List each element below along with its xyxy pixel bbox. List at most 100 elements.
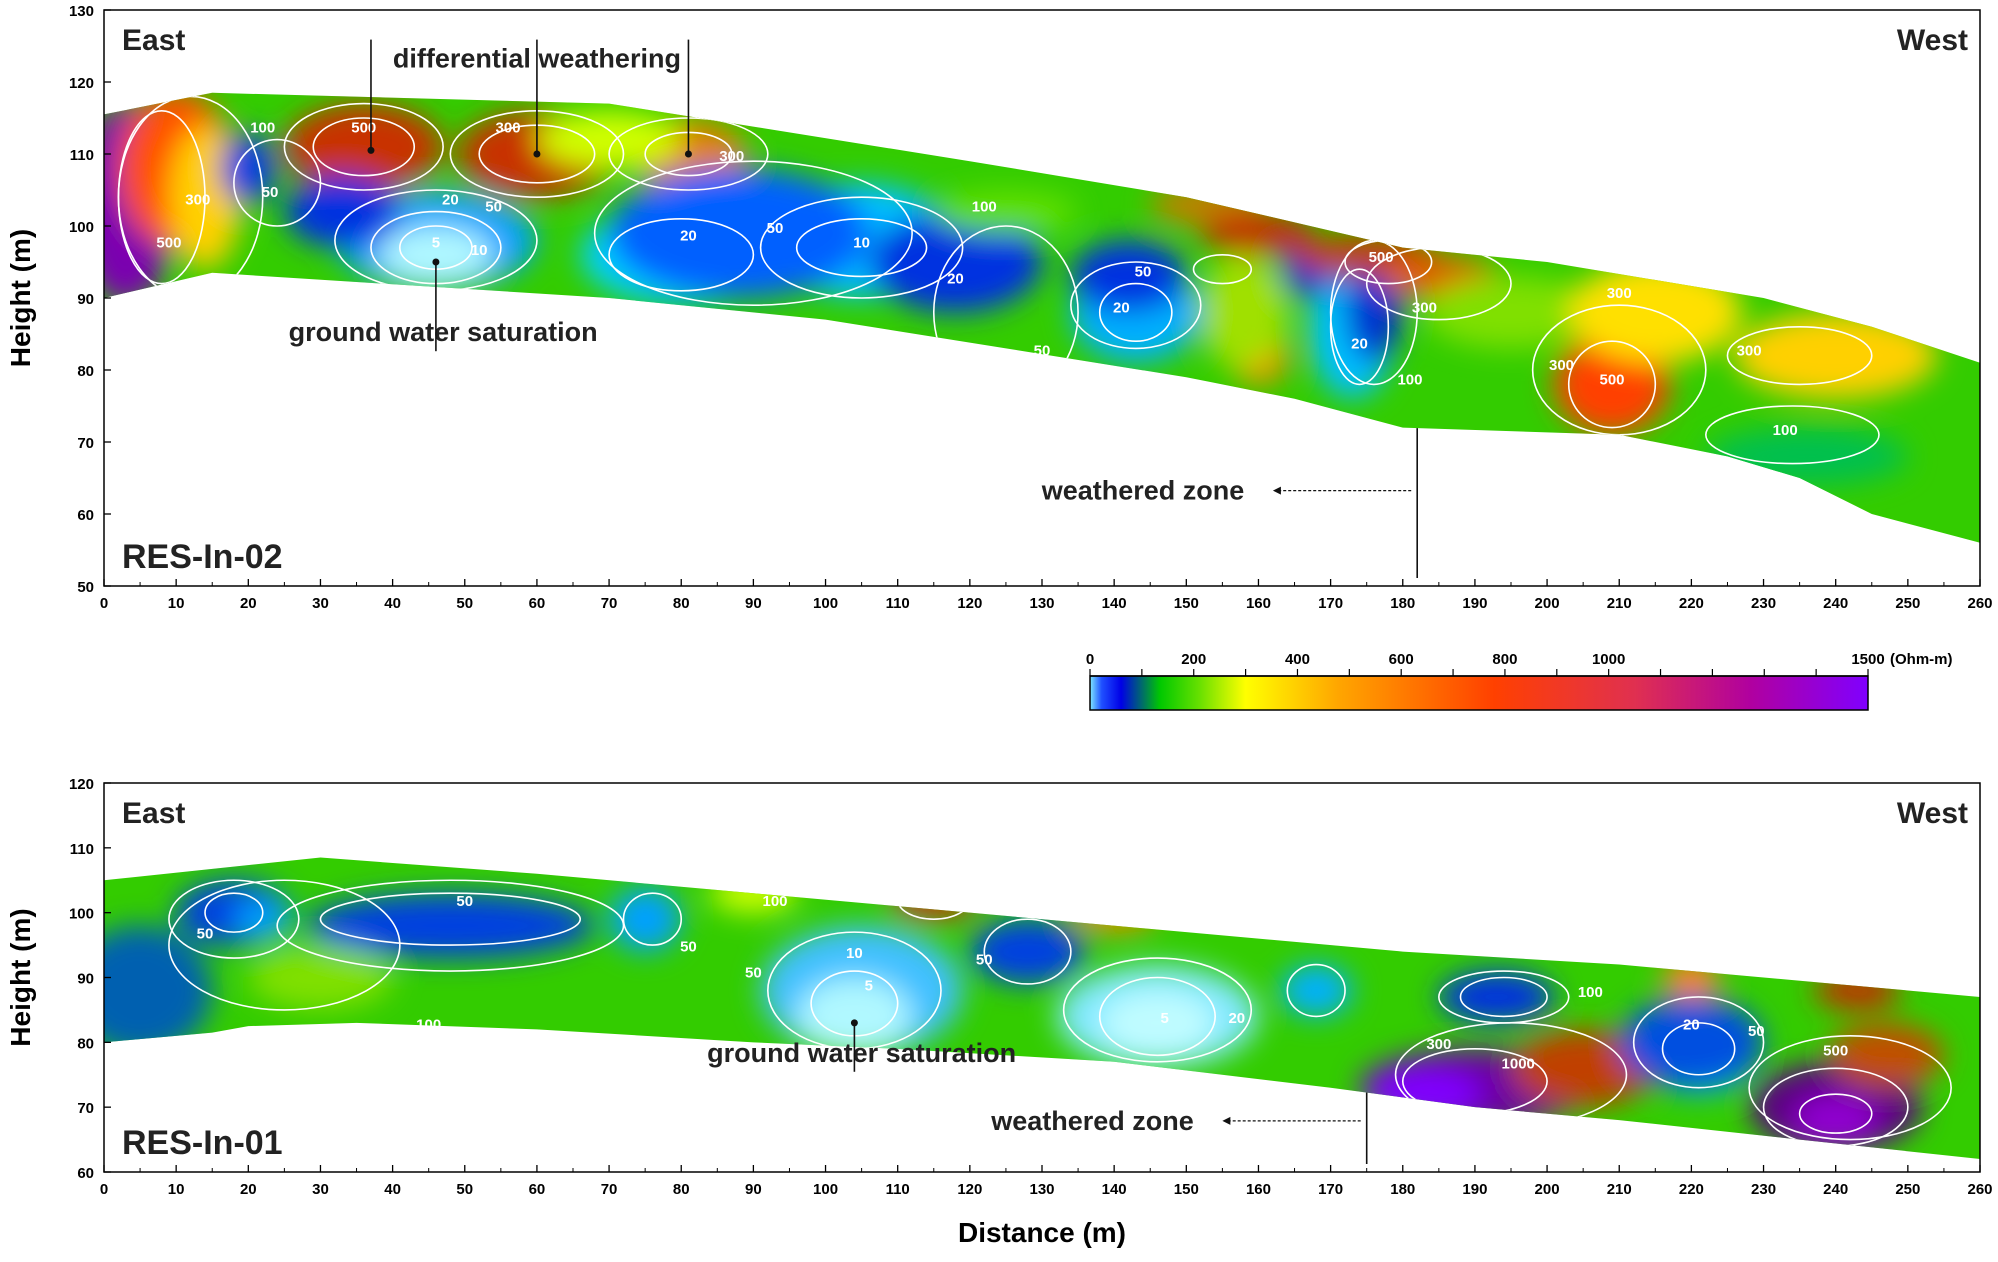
x-tick-label: 120 [957,595,982,612]
y-tick-label: 100 [69,906,94,923]
contour-line [1798,1093,1873,1134]
contour-line [1632,996,1765,1089]
contour-value-label: 10 [846,945,863,962]
colorbar-tick-label: 600 [1389,651,1414,668]
x-tick-label: 220 [1679,595,1704,612]
resistivity-zone [536,110,682,169]
x-tick-label: 130 [1029,1181,1054,1198]
y-tick-label: 70 [77,1100,94,1117]
contour-value-label: 100 [1397,371,1422,388]
resistivity-zone [284,175,400,248]
contour-line [593,160,913,306]
resistivity-zone [248,945,393,1010]
x-tick-label: 130 [1029,595,1054,612]
resistivity-zone [284,103,444,190]
y-tick-label: 130 [69,3,94,20]
contour-line [759,196,964,299]
x-tick-label: 250 [1895,1181,1920,1198]
contour-line [1661,1022,1736,1076]
x-tick-label: 20 [240,595,257,612]
annotation-label: ground water saturation [707,1038,1016,1068]
contour-value-label: 100 [416,1016,441,1033]
x-tick-label: 150 [1174,1181,1199,1198]
arrow-head-icon [1222,1116,1231,1125]
contour-value-label: 20 [1113,299,1130,316]
contour-value-label: 20 [1683,1016,1700,1033]
x-tick-label: 40 [384,1181,401,1198]
x-tick-label: 80 [673,1181,690,1198]
contour-value-label: 50 [456,893,473,910]
contour-value-label: 300 [1426,1036,1451,1053]
contour-value-label: 50 [745,965,762,982]
x-tick-label: 190 [1462,595,1487,612]
annotation-point [432,258,440,266]
resistivity-zone [1438,971,1555,1023]
contour-value-label: 5 [1160,1010,1168,1027]
colorbar-tick-label: 200 [1181,651,1206,668]
resistivity-section-top [104,92,1980,543]
annotation-point [533,150,541,158]
contour-value-label: 300 [1412,299,1437,316]
x-tick-label: 30 [312,595,329,612]
x-tick-label: 50 [456,595,473,612]
colorbar-tick-label: 0 [1086,651,1094,668]
colorbar-tick-label: 800 [1492,651,1517,668]
east-label: East [122,24,185,57]
y-tick-label: 110 [70,841,94,858]
contour-value-label: 300 [1549,357,1574,374]
colorbar-tick-label: 1000 [1592,651,1625,668]
contour-value-label: 100 [250,119,275,136]
contour-value-label: 100 [1773,422,1798,439]
x-tick-label: 50 [456,1181,473,1198]
x-tick-label: 110 [886,1181,910,1198]
contour-line [319,892,582,946]
contour-value-label: 5 [432,235,440,252]
x-tick-label: 240 [1823,1181,1848,1198]
x-axis-ticks: 0 10 20 30 40 50 60 70 80 90 100 110 120 130 140 150 160… [100,579,1993,612]
contour-value-label: 500 [1599,371,1624,388]
x-tick-label: 0 [100,595,108,612]
x-tick-label: 190 [1462,1181,1487,1198]
contour-line [276,879,625,972]
resistivity-zone [1070,893,1158,933]
y-tick-label: 50 [77,579,94,596]
contour-value-label: 500 [1823,1042,1848,1059]
contour-value-label: 50 [1748,1023,1765,1040]
resistivity-zone [104,925,213,1056]
contour-value-label: 20 [1351,335,1368,352]
east-label: East [122,797,185,830]
x-tick-label: 60 [529,595,546,612]
resistivity-zone [233,899,292,939]
x-tick-label: 70 [601,1181,618,1198]
contour-line [1438,970,1570,1024]
contour-line [1748,1035,1952,1141]
annotation-label: weathered zone [1041,476,1245,506]
x-tick-label: 250 [1895,595,1920,612]
contour-value-label: 1000 [1502,1055,1535,1072]
x-tick-label: 120 [957,1181,982,1198]
contour-value-label: 50 [262,184,279,201]
contour-value-label: 50 [976,952,993,969]
contour-value-label: 500 [351,119,376,136]
y-tick-label: 100 [69,219,94,236]
contour-labels: 100 300 500 50 500 300 300 20 50 5 10 20 50 10 100 20 50… [156,119,1797,438]
contour-value-label: 300 [1737,343,1762,360]
contour-line [168,879,300,959]
contour-line [1705,405,1880,465]
contour-line [1726,326,1873,386]
panel-label: RES-In-02 [122,538,283,576]
contour-line [233,138,322,227]
y-axis-title: Height (m) [5,908,36,1046]
contour-value-label: 300 [1607,285,1632,302]
y-tick-label: 120 [69,75,94,92]
colorbar: 0 200 400 600 800 1000 1500 (Ohm-m) [1086,651,1953,711]
contour-value-label: 20 [1228,1010,1245,1027]
y-tick-label: 70 [77,435,94,452]
x-tick-label: 90 [745,595,762,612]
y-tick-label: 80 [77,363,94,380]
x-tick-label: 260 [1967,1181,1992,1198]
